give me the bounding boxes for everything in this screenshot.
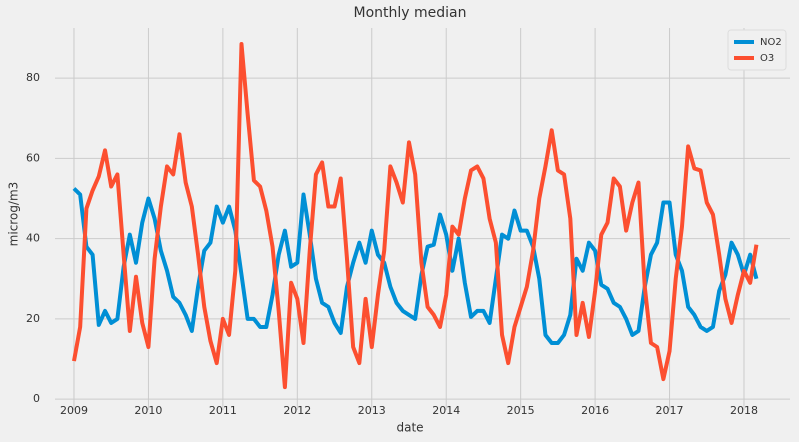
x-tick-label: 2011: [209, 404, 237, 417]
grid: 0 20 40 60 80 2009 2010 2011 2012 2013 2014 2015 201…: [26, 28, 790, 417]
legend-box: [727, 29, 787, 71]
y-tick-label: 40: [26, 232, 40, 245]
data-line: [72, 187, 759, 345]
y-tick-label: 80: [26, 71, 40, 84]
x-axis-label: date: [396, 421, 423, 435]
y-tick-label: 0: [33, 392, 40, 405]
legend-label: O3: [760, 53, 774, 64]
y-tick-label: 20: [26, 312, 40, 325]
y-axis-label: microg/m3: [7, 182, 21, 247]
x-tick-label: 2012: [283, 404, 311, 417]
x-tick-label: 2015: [507, 404, 535, 417]
y-tick-label: 60: [26, 151, 40, 164]
x-tick-label: 2014: [432, 404, 460, 417]
x-tick-label: 2013: [358, 404, 386, 417]
chart-title: Monthly median: [354, 5, 467, 21]
x-tick-label: 2016: [581, 404, 609, 417]
x-tick-label: 2009: [60, 404, 88, 417]
x-tick-label: 2017: [656, 404, 684, 417]
lines: [72, 42, 759, 390]
data-line: [72, 42, 759, 390]
x-tick-label: 2010: [134, 404, 162, 417]
legend-label: NO2: [760, 37, 782, 48]
x-tick-label: 2018: [730, 404, 758, 417]
